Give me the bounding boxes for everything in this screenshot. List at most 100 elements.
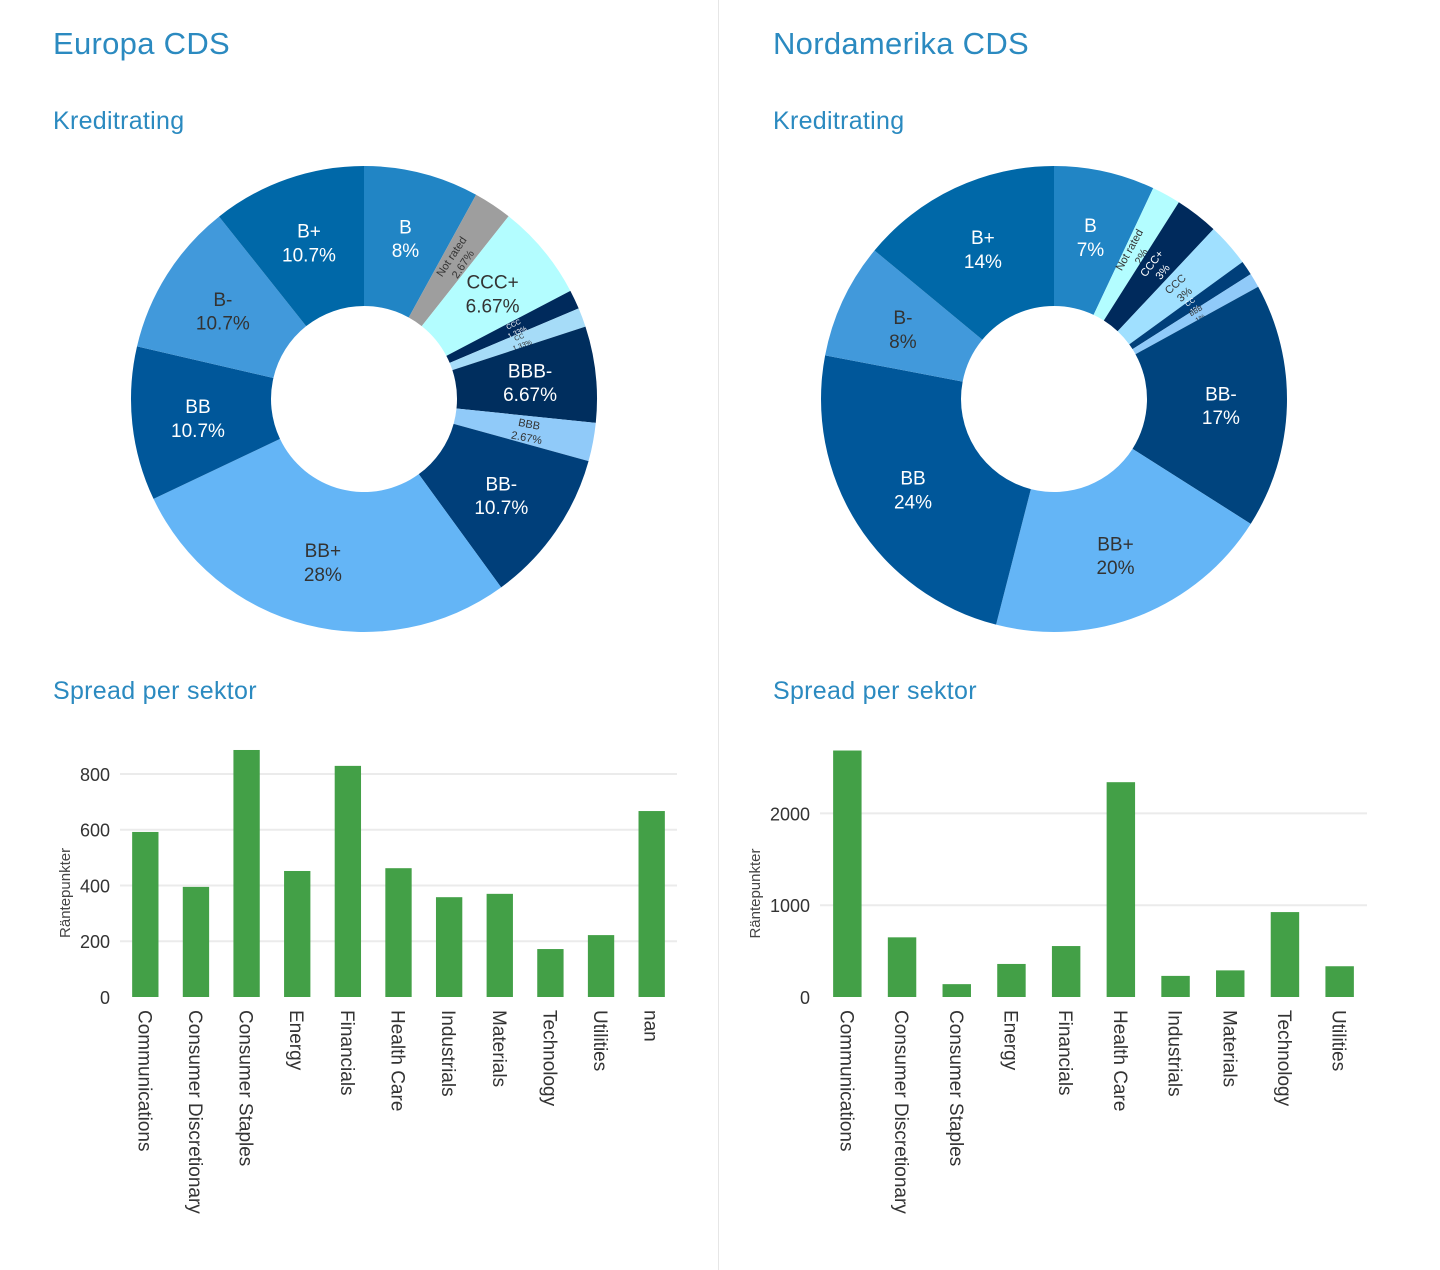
northamerica-x-tick-label: Technology <box>1273 1010 1294 1107</box>
europe-y-tick-label: 400 <box>80 876 110 896</box>
europe-slice-label-bb: BB- 10.7% <box>474 474 528 519</box>
europe-spread-bar-chart: 0 200 400 600 800 Räntepunkter Communications C… <box>57 749 677 1214</box>
europe-bar-communications <box>132 831 159 997</box>
europe-slice-name-bb: BB- <box>485 474 517 495</box>
europe-slice-pct-b: 10.7% <box>196 314 250 335</box>
northamerica-slice-name-b: B- <box>893 308 912 329</box>
europe-x-tick-label: Health Care <box>387 1010 408 1111</box>
northamerica-y-axis-title: Räntepunkter <box>747 848 764 938</box>
northamerica-slice-name-b: B+ <box>971 228 995 249</box>
europe-slice-name-b: B+ <box>297 222 321 243</box>
europe-bar-materials <box>486 893 513 997</box>
northamerica-x-tick-label: Health Care <box>1109 1010 1130 1111</box>
europe-slice-name-ccc: CCC+ <box>466 273 518 294</box>
europe-rating-donut-chart: B8% Not rated2.67%CCC+6.67%CCC1.33%CC1.33… <box>131 166 597 632</box>
northamerica-slice-label-b: B- 8% <box>889 308 917 353</box>
europe-slice-name-bbb: BBB <box>517 417 541 433</box>
europe-y-tick-label: 800 <box>80 765 110 785</box>
northamerica-slice-label-b: B 7% <box>1077 216 1105 261</box>
europe-slice-label-bbb: BBB- 6.67% <box>503 361 557 406</box>
northamerica-bar-industrials <box>1161 975 1190 997</box>
europe-slice-ccc <box>421 216 571 356</box>
northamerica-slice-bb <box>996 448 1251 632</box>
europe-slice-b <box>137 216 307 378</box>
europe-slice-name-b: B <box>399 217 412 238</box>
europe-slice-label-b: B+10.7% <box>282 222 336 267</box>
northamerica-slice-name-cc: CC <box>1184 297 1196 308</box>
northamerica-slice-name-bb: BB <box>900 469 925 490</box>
northamerica-slice-cc <box>1129 262 1251 350</box>
europe-x-tick-label: nan <box>640 1010 661 1042</box>
northamerica-spread-heading: Spread per sektor <box>773 677 977 705</box>
northamerica-bar-health-care <box>1106 782 1136 997</box>
europe-y-tick-label: 600 <box>80 821 110 841</box>
europe-x-tick-label: Financials <box>336 1010 357 1096</box>
northamerica-bar-consumer-discretionary <box>887 937 917 997</box>
northamerica-x-tick-label: Energy <box>999 1010 1020 1071</box>
panel-divider <box>718 0 719 1270</box>
northamerica-slice-b <box>1054 166 1154 315</box>
northamerica-spread-bar-chart: 0 1000 2000 Räntepunkter Communications Consu… <box>747 750 1367 1214</box>
europe-slice-name-cc: CC <box>513 333 525 343</box>
europe-slice-pct-ccc: 6.67% <box>466 296 520 317</box>
europe-slice-label-bb: BB+ 28% <box>304 541 342 586</box>
northamerica-slice-name-bb: BB+ <box>1097 534 1133 555</box>
europe-bar-financials <box>334 765 362 997</box>
northamerica-bar-energy <box>997 963 1026 997</box>
europe-title: Europa CDS <box>53 26 231 61</box>
northamerica-x-tick-label: Financials <box>1054 1010 1075 1096</box>
northamerica-bar-utilities <box>1325 966 1354 997</box>
europe-x-tick-label: Consumer Staples <box>235 1010 256 1166</box>
europe-slice-pct-b: 8% <box>392 241 420 262</box>
europe-panel: Europa CDS Kreditrating Spread per sekto… <box>53 26 677 1214</box>
europe-bar-nan <box>638 811 665 997</box>
northamerica-x-tick-label: Utilities <box>1328 1010 1349 1071</box>
northamerica-x-tick-label: Consumer Discretionary <box>890 1010 911 1214</box>
northamerica-slice-ccc <box>1103 202 1214 332</box>
europe-slice-ccc <box>446 290 579 363</box>
northamerica-slice-name-bb: BB- <box>1205 384 1237 405</box>
northamerica-slice-bb <box>821 355 1031 625</box>
europe-x-tick-label: Industrials <box>437 1010 458 1097</box>
northamerica-slice-pct-bb: 17% <box>1202 408 1240 429</box>
europe-x-tick-label: Consumer Discretionary <box>184 1010 205 1214</box>
europe-x-tick-label: Energy <box>285 1010 306 1071</box>
northamerica-rating-donut-chart: B7%Not rated2%CCC+3%CCC3%CC1%BBB1%BB-17%… <box>821 166 1287 632</box>
northamerica-y-tick-label: 1000 <box>770 896 810 916</box>
europe-x-tick-label: Materials <box>488 1010 509 1087</box>
europe-bar-consumer-staples <box>233 749 260 997</box>
europe-slice-pct-bb: 28% <box>304 565 342 586</box>
europe-slice-not-rated <box>408 194 509 327</box>
europe-slice-name-b: B- <box>213 290 232 311</box>
northamerica-slice-pct-b: 8% <box>889 332 917 353</box>
europe-x-tick-label: Technology <box>538 1010 559 1107</box>
europe-y-tick-label: 0 <box>100 988 110 1008</box>
europe-x-tick-label: Utilities <box>589 1010 610 1071</box>
europe-bar-utilities <box>587 935 615 997</box>
northamerica-slice-bb <box>1132 286 1287 524</box>
europe-rating-heading: Kreditrating <box>53 107 185 135</box>
europe-slice-label-b: B 8% <box>392 217 420 262</box>
northamerica-bar-technology <box>1270 912 1300 997</box>
europe-slice-bb <box>153 438 502 632</box>
europe-y-tick-label: 200 <box>80 932 110 952</box>
northamerica-slice-ccc <box>1117 229 1243 345</box>
northamerica-y-tick-label: 2000 <box>770 804 810 824</box>
europe-bar-industrials <box>435 897 463 997</box>
europe-y-axis-title: Räntepunkter <box>57 848 74 938</box>
northamerica-y-tick-label: 0 <box>800 988 810 1008</box>
europe-bar-consumer-discretionary <box>182 886 210 997</box>
northamerica-x-tick-label: Communications <box>835 1010 856 1152</box>
europe-bar-energy <box>284 870 311 997</box>
europe-slice-bbb <box>452 326 597 423</box>
europe-slice-bbb <box>453 408 596 462</box>
northamerica-slice-b <box>874 166 1054 340</box>
europe-x-tick-label: Communications <box>133 1010 154 1152</box>
northamerica-bar-materials <box>1216 970 1245 997</box>
europe-slice-cc <box>449 308 586 371</box>
northamerica-slice-pct-b: 14% <box>964 252 1002 273</box>
northamerica-slice-b <box>825 250 983 382</box>
europe-slice-bb <box>131 346 280 499</box>
northamerica-slice-pct-bb: 20% <box>1096 558 1134 579</box>
